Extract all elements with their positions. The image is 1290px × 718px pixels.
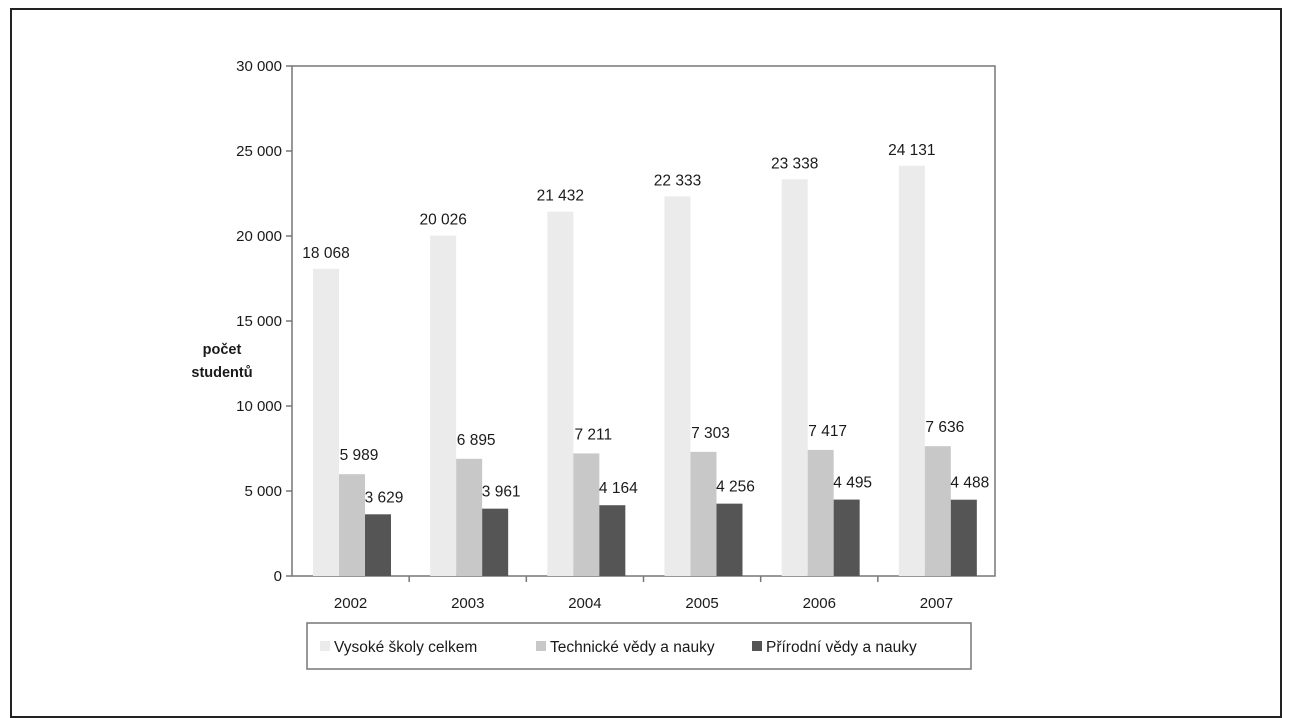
y-tick-label: 0 <box>274 568 282 585</box>
data-label: 21 432 <box>537 188 584 205</box>
data-label: 7 211 <box>575 426 613 443</box>
y-tick-label: 5 000 <box>244 483 282 500</box>
data-label: 3 961 <box>482 484 521 501</box>
x-tick-label: 2003 <box>451 595 484 612</box>
x-tick-label: 2004 <box>568 595 601 612</box>
data-label: 24 131 <box>888 142 935 159</box>
y-axis-label-line-2: studentů <box>191 365 252 381</box>
bar-1 <box>313 268 339 576</box>
data-label: 7 303 <box>691 425 730 442</box>
legend-swatch <box>752 641 762 651</box>
y-tick-label: 30 000 <box>236 58 282 75</box>
legend-box <box>306 622 972 670</box>
data-label: 7 417 <box>808 423 847 440</box>
legend-swatch <box>320 641 330 651</box>
data-label: 3 629 <box>365 489 404 506</box>
x-tick-label: 2002 <box>334 595 367 612</box>
bar-2 <box>807 449 834 576</box>
bar-3 <box>482 508 509 576</box>
y-tick-label: 25 000 <box>236 143 282 160</box>
data-label: 18 068 <box>302 245 349 262</box>
data-label: 4 164 <box>599 480 638 497</box>
bar-2 <box>924 446 951 576</box>
y-axis-label: počet studentů <box>191 342 252 381</box>
bar-3 <box>833 499 860 576</box>
y-tick-label: 20 000 <box>236 228 282 245</box>
bar-3 <box>716 503 743 576</box>
x-tick-label: 2006 <box>803 595 836 612</box>
data-label: 22 333 <box>654 172 701 189</box>
y-axis-label-line-1: počet <box>203 342 242 358</box>
bar-1 <box>430 235 457 577</box>
bar-1 <box>898 165 925 576</box>
legend-label: Technické vědy a nauky <box>550 639 715 656</box>
data-label: 4 256 <box>716 479 755 496</box>
chart-legend: Vysoké školy celkem Technické vědy a nauk… <box>306 622 972 670</box>
bar-3 <box>599 505 626 576</box>
x-tick-label: 2007 <box>920 595 953 612</box>
bar-2 <box>339 474 365 576</box>
data-label: 5 989 <box>340 447 379 464</box>
bar-2 <box>573 453 600 576</box>
y-tick-label: 10 000 <box>236 398 282 415</box>
bar-2 <box>690 451 717 576</box>
data-label: 23 338 <box>771 155 818 172</box>
legend-swatch <box>536 641 546 651</box>
legend-label: Vysoké školy celkem <box>334 639 477 656</box>
chart-bars <box>313 165 977 577</box>
bar-3 <box>365 514 391 576</box>
bar-3 <box>950 499 977 576</box>
bar-1 <box>547 211 574 576</box>
bar-2 <box>456 458 483 576</box>
data-label: 7 636 <box>925 419 964 436</box>
x-tick-label: 2005 <box>685 595 718 612</box>
bar-1 <box>781 179 808 576</box>
bar-1 <box>664 196 691 577</box>
data-label: 20 026 <box>419 212 466 229</box>
data-label: 6 895 <box>457 432 496 449</box>
chart-axes: 0 5 000 10 000 15 000 20 000 25 000 30 000 2002… <box>236 58 996 612</box>
y-tick-label: 15 000 <box>236 313 282 330</box>
data-label: 4 488 <box>950 475 989 492</box>
data-label: 4 495 <box>833 475 872 492</box>
legend-label: Přírodní vědy a nauky <box>766 639 917 656</box>
chart-data-labels: 18 068 5 989 3 629 20 026 6 895 3 961 21 432 7 … <box>302 142 989 507</box>
